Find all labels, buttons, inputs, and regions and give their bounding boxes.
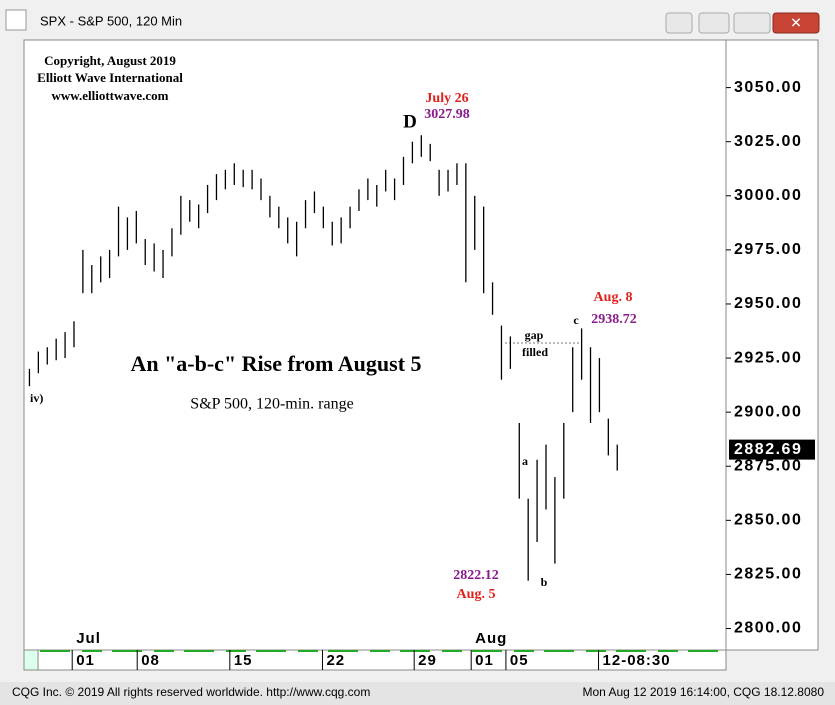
wave-label: D [403,111,417,132]
window-title: SPX - S&P 500, 120 Min [40,13,182,28]
peak-date: July 26 [425,91,468,106]
subline: S&P 500, 120-min. range [190,396,353,413]
x-tick-label: 01 [76,652,95,669]
close-button[interactable] [772,12,820,34]
y-tick-label: 2850.00 [734,512,802,529]
copyright-line: Elliott Wave International [37,70,183,85]
price-axis [725,39,819,651]
y-tick-label: 3000.00 [734,187,802,204]
x-tick-label: 15 [234,652,253,669]
copyright-line: www.elliottwave.com [52,88,169,103]
app-icon [5,9,27,31]
y-tick-label: 2825.00 [734,566,802,583]
y-tick-label: 2800.00 [734,620,802,637]
gap-label: filled [522,345,548,359]
x-tick-label: 29 [418,652,437,669]
annotations: Copyright, August 2019 Elliott Wave Inte… [30,53,637,602]
y-tick-label: 3025.00 [734,133,802,150]
wave-label: iv) [30,391,43,405]
last-price-label: 2882.69 [734,441,802,458]
maximize-button[interactable] [733,12,771,34]
peak-value: 3027.98 [424,107,470,122]
x-tick-label: 12-08:30 [603,652,671,669]
scroll-box[interactable] [23,649,39,671]
close-icon: ✕ [790,15,802,31]
high-value: 2938.72 [591,312,637,327]
footer-right: Mon Aug 12 2019 16:14:00, CQG 18.12.8080 [582,685,824,699]
last-price-box [729,439,815,460]
month-label: Jul [76,630,101,647]
y-tick-label: 2875.00 [734,457,802,474]
y-tick-label: 2925.00 [734,349,802,366]
copyright-line: Copyright, August 2019 [44,53,176,68]
minimize-button[interactable] [698,12,730,34]
low-value: 2822.12 [453,568,499,583]
x-tick-label: 01 [475,652,494,669]
low-date: Aug. 5 [457,587,496,602]
footer-left: CQG Inc. © 2019 All rights reserved worl… [12,685,370,699]
y-tick-label: 2900.00 [734,403,802,420]
gap-label: gap [525,328,544,342]
status-bar [0,682,835,705]
y-tick-label: 2975.00 [734,241,802,258]
month-label: Aug [475,630,507,647]
high-date: Aug. 8 [594,290,633,305]
wave-label: c [573,313,579,327]
x-tick-label: 08 [141,652,160,669]
wave-label: b [541,575,548,589]
link-button[interactable] [665,12,693,34]
x-tick-label: 05 [510,652,529,669]
headline: An "a-b-c" Rise from August 5 [130,351,421,376]
x-tick-label: 22 [326,652,345,669]
wave-label: a [522,454,528,468]
y-tick-label: 3050.00 [734,79,802,96]
y-tick-label: 2950.00 [734,295,802,312]
plot-area [23,39,727,651]
